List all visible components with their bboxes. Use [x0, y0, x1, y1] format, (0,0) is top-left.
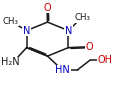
Text: O: O — [85, 42, 93, 52]
Text: CH₃: CH₃ — [74, 13, 90, 22]
Text: CH₃: CH₃ — [2, 17, 18, 26]
Text: OH: OH — [98, 55, 113, 65]
Text: N: N — [65, 26, 72, 36]
Text: H₂N: H₂N — [1, 57, 20, 67]
Text: N: N — [23, 26, 30, 36]
Text: O: O — [43, 3, 51, 13]
Text: HN: HN — [55, 65, 70, 75]
